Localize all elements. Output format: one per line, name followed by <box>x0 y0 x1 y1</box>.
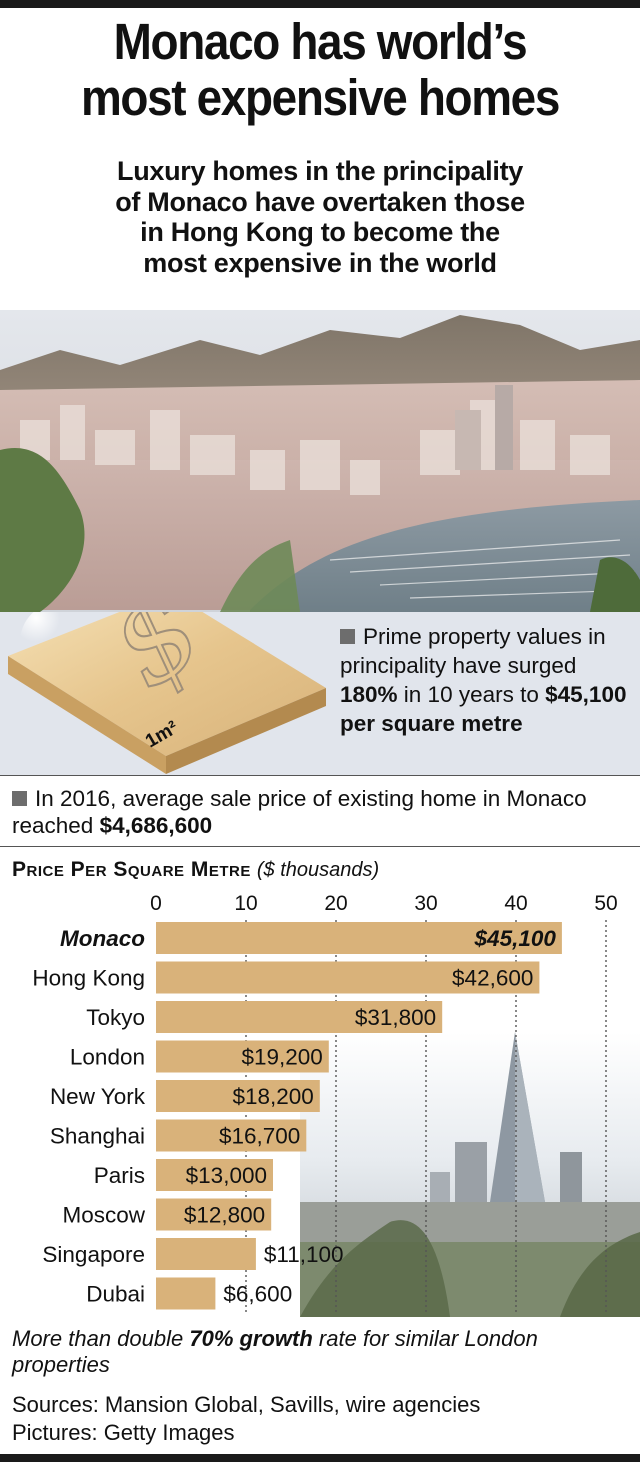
bar-chart-svg: 0 10 20 30 40 50 Monaco Hong Kong Tokyo London Ne… <box>32 892 640 1317</box>
value-label-hong-kong: $42,600 <box>452 966 533 991</box>
category-label-new-york: New York <box>50 1084 146 1109</box>
value-label-shanghai: $16,700 <box>219 1124 300 1149</box>
category-label-tokyo: Tokyo <box>86 1005 145 1030</box>
bar-paris <box>156 1159 273 1191</box>
category-label-monaco: Monaco <box>60 926 145 951</box>
bottom-rule <box>0 1454 640 1462</box>
bar-hong-kong <box>156 961 540 994</box>
value-label-london: $19,200 <box>241 1045 322 1070</box>
chart-note: More than double 70% growth rate for sim… <box>12 1326 538 1377</box>
category-label-paris: Paris <box>94 1163 145 1188</box>
fact-prime-values: Prime property values in principality ha… <box>340 624 627 736</box>
headline-title: Monaco has world’s most expensive homes <box>32 14 608 126</box>
bar-shanghai <box>156 1119 307 1152</box>
divider <box>0 775 640 776</box>
category-label-dubai: Dubai <box>86 1282 145 1307</box>
x-axis-ticks: 0 10 20 30 40 50 <box>150 892 618 915</box>
x-tick-label: 10 <box>234 892 257 915</box>
value-labels: $45,100 $42,600 $31,800 $19,200 $18,200 $16,7… <box>184 926 557 1307</box>
top-rule <box>0 0 640 8</box>
price-bar-chart: 0 10 20 30 40 50 Monaco Hong Kong Tokyo London Ne… <box>0 882 640 1317</box>
value-label-paris: $13,000 <box>186 1163 267 1188</box>
bullet-square <box>12 791 27 806</box>
fact-average-sale-price: In 2016, average sale price of existing … <box>12 786 587 838</box>
subtitle-line-1: Luxury homes in the principality <box>117 156 523 186</box>
x-tick-label: 30 <box>414 892 437 915</box>
chart-title-text: Price Per Square Metre <box>12 858 251 881</box>
sources-credit: Sources: Mansion Global, Savills, wire a… <box>12 1392 481 1417</box>
category-label-singapore: Singapore <box>42 1242 145 1267</box>
bar-new-york <box>156 1080 320 1112</box>
bar-tokyo <box>156 1001 443 1033</box>
category-label-hong-kong: Hong Kong <box>32 966 145 991</box>
value-label-dubai: $6,600 <box>223 1282 292 1307</box>
category-label-london: London <box>70 1045 145 1070</box>
chart-title: Price Per Square Metre ($ thousands) <box>12 858 379 882</box>
subtitle-line-3: in Hong Kong to become the <box>140 217 500 247</box>
subtitle-line-4: most expensive in the world <box>143 247 497 278</box>
title-line-1: Monaco has world’s <box>113 13 528 70</box>
headline-subtitle: Luxury homes in the principality of Mona… <box>20 156 620 278</box>
value-label-moscow: $12,800 <box>184 1203 265 1228</box>
title-line-2: most expensive homes <box>80 69 560 126</box>
divider <box>0 846 640 847</box>
value-label-new-york: $18,200 <box>232 1084 313 1109</box>
bullet-square <box>340 629 355 644</box>
category-label-shanghai: Shanghai <box>50 1124 145 1149</box>
pictures-credit: Pictures: Getty Images <box>12 1420 235 1445</box>
subtitle-line-2: of Monaco have overtaken those <box>115 186 525 217</box>
value-label-singapore: $11,100 <box>264 1242 344 1267</box>
bar-monaco <box>156 922 562 954</box>
chart-unit-label: ($ thousands) <box>256 859 380 881</box>
monaco-harbour-photo <box>0 310 640 612</box>
bar-moscow <box>156 1198 272 1231</box>
value-label-tokyo: $31,800 <box>355 1005 436 1030</box>
bars <box>156 922 562 1310</box>
bar-dubai <box>156 1277 216 1310</box>
value-label-monaco: $45,100 <box>474 926 557 951</box>
bar-london <box>156 1040 329 1073</box>
category-labels: Monaco Hong Kong Tokyo London New York Shangh… <box>32 926 145 1307</box>
monaco-photo-illustration <box>0 310 640 612</box>
category-label-moscow: Moscow <box>62 1203 145 1228</box>
x-tick-label: 20 <box>324 892 347 915</box>
x-tick-label: 0 <box>150 892 162 915</box>
bar-singapore <box>156 1238 256 1270</box>
london-skyline-photo <box>300 1032 640 1317</box>
x-tick-label: 40 <box>504 892 527 915</box>
square-metre-tile: $ 1m² <box>8 549 326 774</box>
x-tick-label: 50 <box>594 892 617 915</box>
